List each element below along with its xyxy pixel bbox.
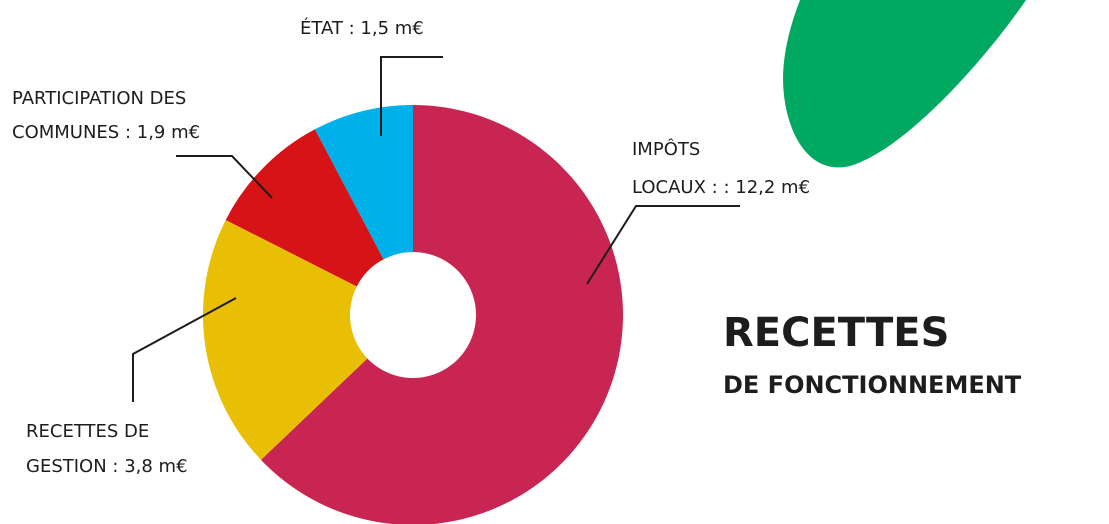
chart-title: RECETTES bbox=[723, 310, 949, 356]
donut-slice bbox=[225, 129, 384, 287]
leader-line bbox=[176, 155, 273, 199]
leader-line bbox=[586, 205, 740, 285]
chart-subtitle: DE FONCTIONNEMENT bbox=[723, 371, 1022, 399]
leader-line bbox=[380, 56, 443, 136]
slice-label: COMMUNES : 1,9 m€ bbox=[12, 122, 200, 143]
leader-line bbox=[132, 297, 237, 402]
slice-label: IMPÔTS bbox=[632, 138, 700, 160]
slice-label: GESTION : 3,8 m€ bbox=[26, 456, 188, 477]
donut-slice bbox=[202, 219, 368, 460]
donut-slice bbox=[314, 105, 413, 260]
slice-label: LOCAUX : : 12,2 m€ bbox=[632, 177, 810, 198]
slice-label: ÉTAT : 1,5 m€ bbox=[300, 17, 424, 39]
slice-label: PARTICIPATION DES bbox=[12, 88, 186, 109]
slice-label: RECETTES DE bbox=[26, 421, 149, 442]
donut-slice bbox=[260, 105, 623, 524]
decor-leaf bbox=[783, 0, 1026, 168]
